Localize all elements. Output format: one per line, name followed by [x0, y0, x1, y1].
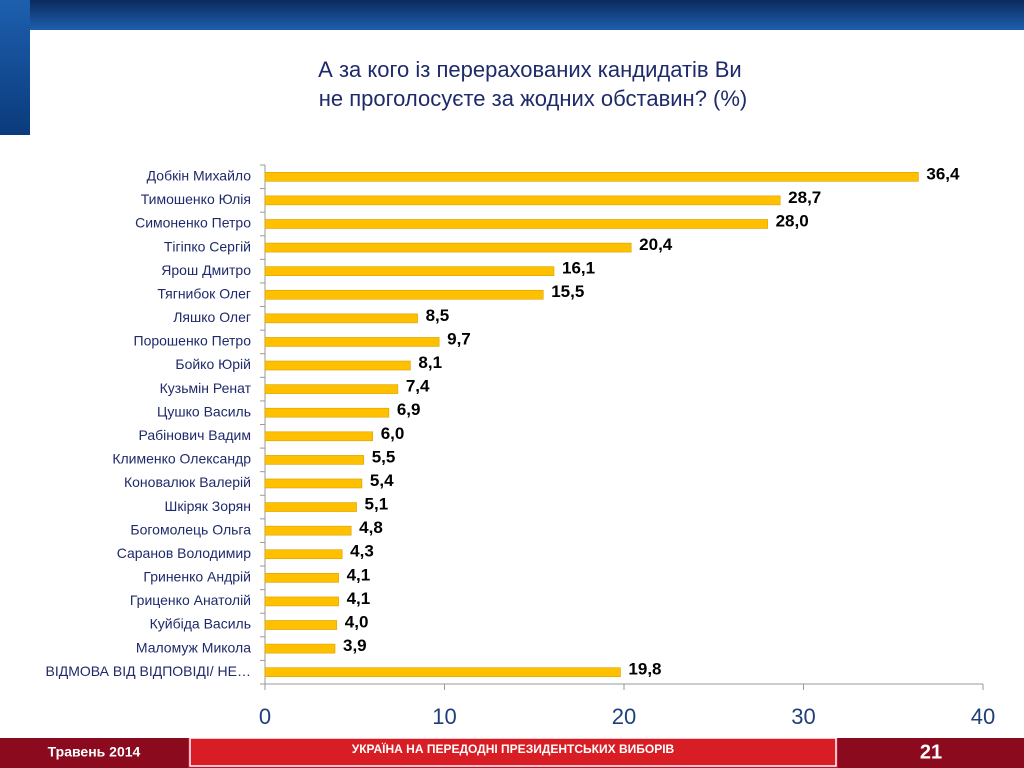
data-label: 3,9 — [343, 636, 367, 655]
bar — [264, 525, 352, 536]
data-label: 28,7 — [788, 188, 821, 207]
bar — [264, 384, 399, 394]
bar — [264, 455, 365, 465]
data-label: 4,1 — [347, 565, 371, 584]
data-label: 5,5 — [372, 447, 396, 466]
data-label: 8,1 — [418, 353, 442, 372]
data-label: 4,3 — [350, 542, 374, 561]
footer-caption: УКРАЇНА НА ПЕРЕДОДНІ ПРЕЗИДЕНТСЬКИХ ВИБО… — [352, 741, 675, 756]
plot: 0 10 20 30 40 Добкін Михайло 36,4 Тимошенко Юлі… — [46, 164, 996, 729]
category-label: Коновалюк Валерій — [124, 474, 251, 490]
data-label: 8,5 — [426, 306, 450, 325]
category-label: Ляшко Олег — [173, 309, 251, 325]
data-label: 28,0 — [776, 211, 809, 230]
category-label: Тимошенко Юлія — [141, 191, 251, 207]
bar — [264, 171, 919, 182]
category-label: Рабінович Вадим — [139, 427, 252, 443]
data-label: 5,1 — [365, 495, 389, 514]
bar — [264, 407, 390, 418]
x-tick-label: 0 — [259, 704, 271, 729]
category-label: Куйбіда Василь — [150, 616, 251, 632]
bar — [264, 573, 339, 583]
bar — [264, 431, 373, 442]
footer-page-box — [838, 738, 1024, 768]
bar — [264, 549, 343, 560]
data-label: 36,4 — [926, 164, 960, 183]
category-label: Гриненко Андрій — [143, 569, 251, 585]
data-label: 16,1 — [562, 259, 595, 278]
category-label: Маломуж Микола — [136, 639, 251, 655]
data-label: 7,4 — [406, 377, 430, 396]
title-line: А за кого із перерахованих кандидатів Ви — [318, 57, 742, 82]
category-label: Кузьмін Ренат — [160, 380, 252, 396]
bar — [264, 195, 781, 206]
bar — [264, 242, 632, 253]
category-label: Саранов Володимир — [117, 545, 252, 561]
category-label: Цушко Василь — [157, 403, 251, 419]
bar — [264, 266, 555, 276]
category-label: Тігіпко Сергій — [164, 238, 251, 254]
x-tick-label: 30 — [791, 704, 815, 729]
data-label: 19,8 — [628, 660, 661, 679]
footer-caption-box — [189, 737, 837, 767]
x-tick-label: 10 — [432, 704, 456, 729]
category-label: ВІДМОВА ВІД ВІДПОВІДІ/ НЕ… — [46, 663, 251, 679]
bar — [264, 502, 357, 512]
bar — [264, 313, 418, 324]
category-label: Бойко Юрій — [175, 356, 251, 372]
data-label: 20,4 — [639, 235, 673, 254]
category-label: Симоненко Петро — [135, 215, 251, 231]
category-label: Богомолець Ольга — [130, 521, 251, 537]
category-label: Добкін Михайло — [147, 167, 252, 183]
data-label: 6,0 — [381, 424, 405, 443]
chart-title: А за кого із перерахованих кандидатів Ви… — [318, 57, 748, 111]
x-tick-label: 20 — [612, 704, 636, 729]
footer-date-box — [0, 738, 188, 768]
data-label: 5,4 — [370, 471, 394, 490]
footer-date: Травень 2014 — [48, 744, 141, 760]
category-label: Гриценко Анатолій — [130, 592, 251, 608]
category-label: Клименко Олександр — [112, 451, 251, 467]
bar — [264, 596, 339, 607]
category-label: Шкіряк Зорян — [165, 498, 251, 514]
data-label: 4,0 — [345, 613, 369, 632]
bar — [264, 360, 411, 371]
category-label: Порошенко Петро — [134, 333, 252, 349]
bar — [264, 289, 544, 300]
x-tick-label: 40 — [971, 704, 995, 729]
bar — [264, 478, 363, 489]
bar — [264, 667, 621, 678]
bar — [264, 219, 768, 229]
bar — [264, 643, 336, 654]
page-number: 21 — [920, 741, 942, 763]
data-label: 15,5 — [551, 282, 584, 301]
data-label: 4,1 — [347, 589, 371, 608]
side-strip — [0, 0, 30, 135]
bar — [264, 620, 338, 630]
title-line: не проголосуєте за жодних обставин? (%) — [319, 86, 748, 111]
data-label: 6,9 — [397, 400, 421, 419]
category-label: Тягнибок Олег — [157, 285, 251, 301]
category-label: Ярош Дмитро — [161, 262, 251, 278]
data-label: 9,7 — [447, 329, 471, 348]
bar — [264, 337, 440, 347]
header-bar — [0, 0, 1024, 30]
data-label: 4,8 — [359, 518, 383, 537]
